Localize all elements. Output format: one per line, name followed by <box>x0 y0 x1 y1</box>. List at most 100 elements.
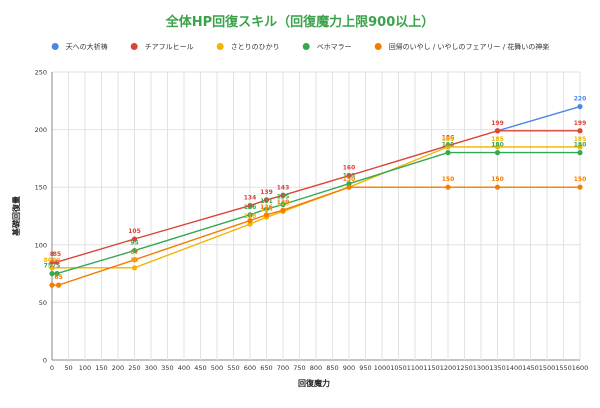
data-label: 131 <box>260 198 273 205</box>
series-line <box>52 151 580 275</box>
series-lines <box>49 103 583 288</box>
data-label: 134 <box>244 195 257 202</box>
data-point <box>494 150 501 156</box>
data-label: 8 <box>50 251 54 258</box>
series-line <box>52 186 580 286</box>
x-tick-label: 150 <box>95 364 107 372</box>
axes: 0 50 100 150 200 250 0 50 100 150 200 250 300 350 400 4… <box>35 69 589 373</box>
data-point <box>346 173 352 179</box>
data-label: 105 <box>128 228 141 235</box>
x-tick-label: 1400 <box>506 364 523 372</box>
x-tick-label: 700 <box>277 364 289 372</box>
legend-marker <box>374 43 382 50</box>
data-point <box>247 203 253 209</box>
data-label: 185 <box>442 136 455 143</box>
data-label: 180 <box>574 142 587 149</box>
data-label: 220 <box>574 96 587 103</box>
x-tick-label: 750 <box>293 364 305 372</box>
data-label: 180 <box>491 142 504 149</box>
legend-marker <box>130 43 138 50</box>
x-tick-label: 400 <box>178 364 190 372</box>
data-point <box>131 257 138 263</box>
x-tick-label: 500 <box>211 364 223 372</box>
data-point <box>577 144 583 150</box>
data-label: 139 <box>260 189 273 196</box>
x-tick-label: 0 <box>50 364 54 372</box>
x-tick-label: 1550 <box>555 364 572 372</box>
series-line <box>497 105 581 132</box>
x-tick-label: 650 <box>260 364 272 372</box>
y-tick-label: 50 <box>39 299 47 307</box>
data-point <box>263 197 270 203</box>
legend: 天への大祈祷 チアフルヒール さとりのひかり ベホマラー 回帰のいやし / いやしのフェ… <box>51 42 549 51</box>
x-tick-label: 450 <box>194 364 206 372</box>
legend-marker <box>51 43 59 50</box>
gridlines <box>51 71 581 361</box>
data-point <box>131 236 138 242</box>
x-tick-label: 1050 <box>390 364 407 372</box>
data-label: 185 <box>574 136 587 143</box>
data-point <box>445 144 451 150</box>
data-point <box>131 247 138 254</box>
data-point <box>577 103 583 110</box>
data-point <box>54 271 60 277</box>
data-point <box>346 184 352 190</box>
legend-marker <box>302 43 310 50</box>
data-point <box>49 265 55 271</box>
x-tick-label: 1600 <box>572 364 589 372</box>
data-label: 7575 <box>44 263 61 270</box>
x-tick-label: 800 <box>310 364 322 372</box>
x-tick-label: 600 <box>244 364 256 372</box>
data-label: 199 <box>491 120 504 127</box>
data-label: 126 <box>260 204 273 211</box>
data-point <box>263 206 270 212</box>
x-tick-label: 950 <box>359 364 371 372</box>
data-point <box>49 282 55 288</box>
y-tick-label: 250 <box>35 69 47 77</box>
x-tick-label: 1150 <box>423 364 440 372</box>
data-point <box>494 144 501 150</box>
data-label: 124 <box>260 206 273 213</box>
data-point <box>577 150 583 156</box>
series-line <box>52 130 580 263</box>
data-label: 150 <box>574 176 587 183</box>
data-label: 130 <box>277 199 290 206</box>
data-point <box>280 192 286 198</box>
x-tick-label: 850 <box>326 364 338 372</box>
data-label: 160 <box>343 165 356 172</box>
x-tick-label: 1000 <box>374 364 391 372</box>
data-label: 185 <box>491 136 504 143</box>
x-tick-label: 900 <box>343 364 355 372</box>
data-point <box>280 201 286 208</box>
data-label: 95 <box>130 240 138 247</box>
data-label: 80 <box>130 257 138 264</box>
data-point <box>263 212 270 218</box>
legend-label: 天への大祈祷 <box>66 42 108 51</box>
data-label: 85 <box>53 251 61 258</box>
data-point <box>577 128 583 134</box>
data-point <box>445 150 451 156</box>
data-label: 126 <box>244 204 257 211</box>
data-label: 153 <box>343 173 356 180</box>
data-label: 143 <box>277 184 290 191</box>
data-point <box>131 265 138 271</box>
data-label: 135 <box>277 193 290 200</box>
legend-label: ベホマラー <box>317 43 352 51</box>
y-axis-title: 基礎回復量 <box>11 196 21 237</box>
data-point <box>445 184 451 190</box>
x-tick-label: 1100 <box>407 364 424 372</box>
data-label: 180 <box>442 142 455 149</box>
data-point <box>247 218 253 224</box>
data-label: 87 <box>130 249 138 256</box>
y-tick-label: 150 <box>35 184 47 192</box>
legend-label: さとりのひかり <box>231 43 280 51</box>
x-tick-label: 250 <box>128 364 140 372</box>
y-tick-label: 100 <box>35 241 47 249</box>
data-label: 150 <box>343 176 356 183</box>
x-tick-label: 350 <box>161 364 173 372</box>
data-label: 129 <box>277 200 290 207</box>
data-point <box>54 259 60 265</box>
x-tick-label: 1350 <box>489 364 506 372</box>
